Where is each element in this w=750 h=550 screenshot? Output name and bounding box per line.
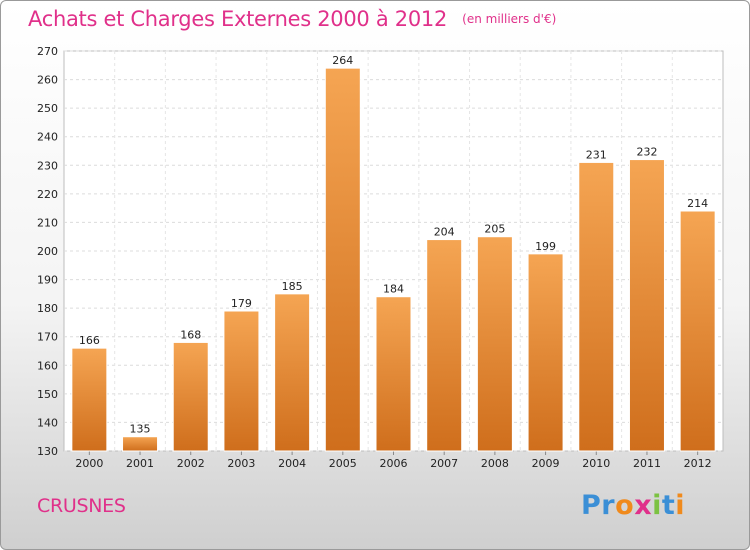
logo-letter: x <box>634 490 653 521</box>
y-tick-label: 140 <box>37 416 58 429</box>
x-tick-label-2003: 2003 <box>227 457 255 470</box>
bar-2010 <box>578 161 615 452</box>
data-label-2001: 135 <box>130 423 151 436</box>
x-tick-label-2006: 2006 <box>380 457 408 470</box>
commune-name: CRUSNES <box>37 495 126 517</box>
bar-2011 <box>628 159 665 452</box>
y-tick-label: 190 <box>37 274 58 287</box>
y-tick-label: 150 <box>37 388 58 401</box>
chart-title: Achats et Charges Externes 2000 à 2012 <box>28 7 448 31</box>
proxiti-logo[interactable]: Proxiti <box>581 490 685 521</box>
x-tick-label-2000: 2000 <box>75 457 103 470</box>
title-block: Achats et Charges Externes 2000 à 2012 (… <box>28 7 556 31</box>
data-label-2012: 214 <box>687 197 708 210</box>
logo-letter: i <box>675 490 686 521</box>
data-label-2002: 168 <box>180 328 201 341</box>
logo-letter: i <box>652 490 662 521</box>
y-tick-label: 230 <box>37 159 58 172</box>
bar-2006 <box>375 296 412 452</box>
x-tick-label-2009: 2009 <box>532 457 560 470</box>
y-tick-label: 260 <box>37 74 58 87</box>
y-tick-label: 130 <box>37 445 58 458</box>
data-label-2010: 231 <box>586 148 607 161</box>
data-label-2009: 199 <box>535 240 556 253</box>
bar-2000 <box>71 347 108 452</box>
bar-2009 <box>527 253 564 452</box>
y-tick-label: 240 <box>37 131 58 144</box>
x-tick-label-2010: 2010 <box>582 457 610 470</box>
bar-2007 <box>426 239 463 452</box>
x-tick-label-2004: 2004 <box>278 457 306 470</box>
x-tick-label-2008: 2008 <box>481 457 509 470</box>
y-tick-label: 180 <box>37 302 58 315</box>
y-tick-label: 270 <box>37 45 58 58</box>
bar-layer <box>71 67 716 452</box>
data-label-2003: 179 <box>231 297 252 310</box>
y-tick-label: 160 <box>37 359 58 372</box>
y-tick-label: 250 <box>37 102 58 115</box>
data-label-2006: 184 <box>383 283 404 296</box>
x-tick-label-2012: 2012 <box>684 457 712 470</box>
x-tick-label-2007: 2007 <box>430 457 458 470</box>
data-label-2011: 232 <box>636 146 657 159</box>
data-label-2005: 264 <box>332 54 353 67</box>
bar-2012 <box>679 210 716 452</box>
logo-letter: o <box>615 490 635 521</box>
data-label-2000: 166 <box>79 334 100 347</box>
logo-letter: t <box>661 490 676 521</box>
x-tick-label-2001: 2001 <box>126 457 154 470</box>
bar-2001 <box>122 436 159 452</box>
bar-2004 <box>274 293 311 452</box>
y-tick-label: 210 <box>37 216 58 229</box>
bar-2005 <box>324 67 361 452</box>
y-tick-label: 200 <box>37 245 58 258</box>
y-tick-label: 220 <box>37 188 58 201</box>
chart-subtitle: (en milliers d'€) <box>462 12 557 26</box>
x-tick-label-2011: 2011 <box>633 457 661 470</box>
bar-2002 <box>172 341 209 452</box>
x-tick-label-2005: 2005 <box>329 457 357 470</box>
data-label-2008: 205 <box>484 223 505 236</box>
x-tick-label-2002: 2002 <box>177 457 205 470</box>
data-label-2004: 185 <box>282 280 303 293</box>
bar-2003 <box>223 310 260 452</box>
label-layer: 130 140 150 160 170 180 190 200 210 220 230 240 250 2… <box>37 45 712 470</box>
y-tick-label: 170 <box>37 331 58 344</box>
bar-2008 <box>476 236 513 452</box>
logo-letter: r <box>601 490 616 521</box>
logo-letter: P <box>581 490 602 521</box>
data-label-2007: 204 <box>434 226 455 239</box>
